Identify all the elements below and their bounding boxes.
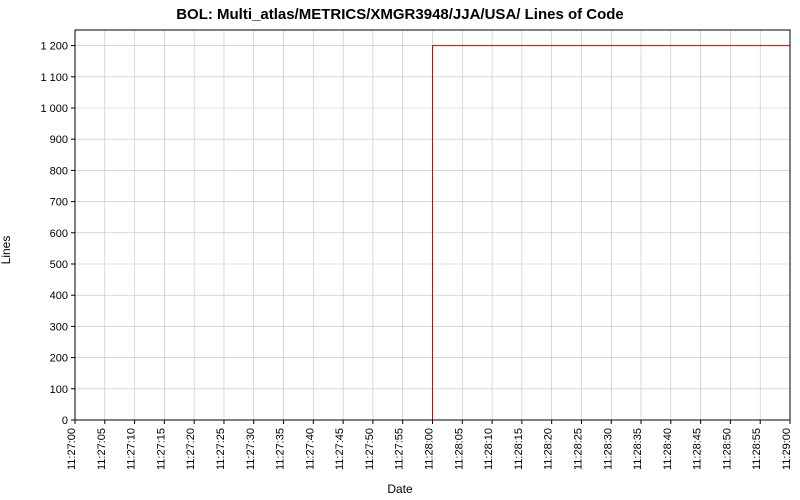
x-tick-label: 11:28:10 <box>483 428 495 470</box>
x-tick-label: 11:28:55 <box>751 428 763 470</box>
y-tick-label: 900 <box>50 134 68 146</box>
x-tick-label: 11:27:10 <box>126 428 138 470</box>
x-tick-label: 11:27:30 <box>245 428 257 470</box>
y-tick-label: 300 <box>50 321 68 333</box>
x-tick-label: 11:28:50 <box>721 428 733 470</box>
x-tick-label: 11:27:40 <box>304 428 316 470</box>
x-tick-label: 11:27:05 <box>96 428 108 470</box>
chart-svg: 0 100 200 300 400 500 600 700 800 900 1 000 1 100 1 … <box>0 0 800 500</box>
y-tick-label: 500 <box>50 259 68 271</box>
x-tick-label: 11:28:05 <box>453 428 465 470</box>
x-tick-label: 11:29:00 <box>781 428 793 470</box>
x-tick-label: 11:27:45 <box>334 428 346 470</box>
x-tick-label: 11:27:55 <box>394 428 406 470</box>
x-tick-label: 11:28:25 <box>572 428 584 470</box>
x-tick-label: 11:27:00 <box>66 428 78 470</box>
y-tick-label: 1 000 <box>40 103 68 115</box>
y-tick-label: 600 <box>50 228 68 240</box>
x-tick-label: 11:27:20 <box>185 428 197 470</box>
y-tick-label: 1 200 <box>40 41 68 53</box>
chart-container: BOL: Multi_atlas/METRICS/XMGR3948/JJA/US… <box>0 0 800 500</box>
x-tick-label: 11:28:35 <box>632 428 644 470</box>
x-tick-label: 11:28:30 <box>602 428 614 470</box>
x-tick-label: 11:27:15 <box>155 428 167 470</box>
x-tick-label: 11:27:25 <box>215 428 227 470</box>
x-tick-label: 11:28:45 <box>692 428 704 470</box>
y-tick-label: 700 <box>50 197 68 209</box>
y-tick-label: 0 <box>62 415 68 427</box>
y-tick-label: 400 <box>50 290 68 302</box>
x-tick-label: 11:27:35 <box>275 428 287 470</box>
y-tick-label: 800 <box>50 165 68 177</box>
y-tick-label: 200 <box>50 353 68 365</box>
y-tick-label: 100 <box>50 384 68 396</box>
x-tick-label: 11:27:50 <box>364 428 376 470</box>
y-tick-label: 1 100 <box>40 72 68 84</box>
x-tick-label: 11:28:15 <box>513 428 525 470</box>
x-tick-label: 11:28:00 <box>424 428 436 470</box>
x-tick-label: 11:28:40 <box>662 428 674 470</box>
x-tick-label: 11:28:20 <box>543 428 555 470</box>
